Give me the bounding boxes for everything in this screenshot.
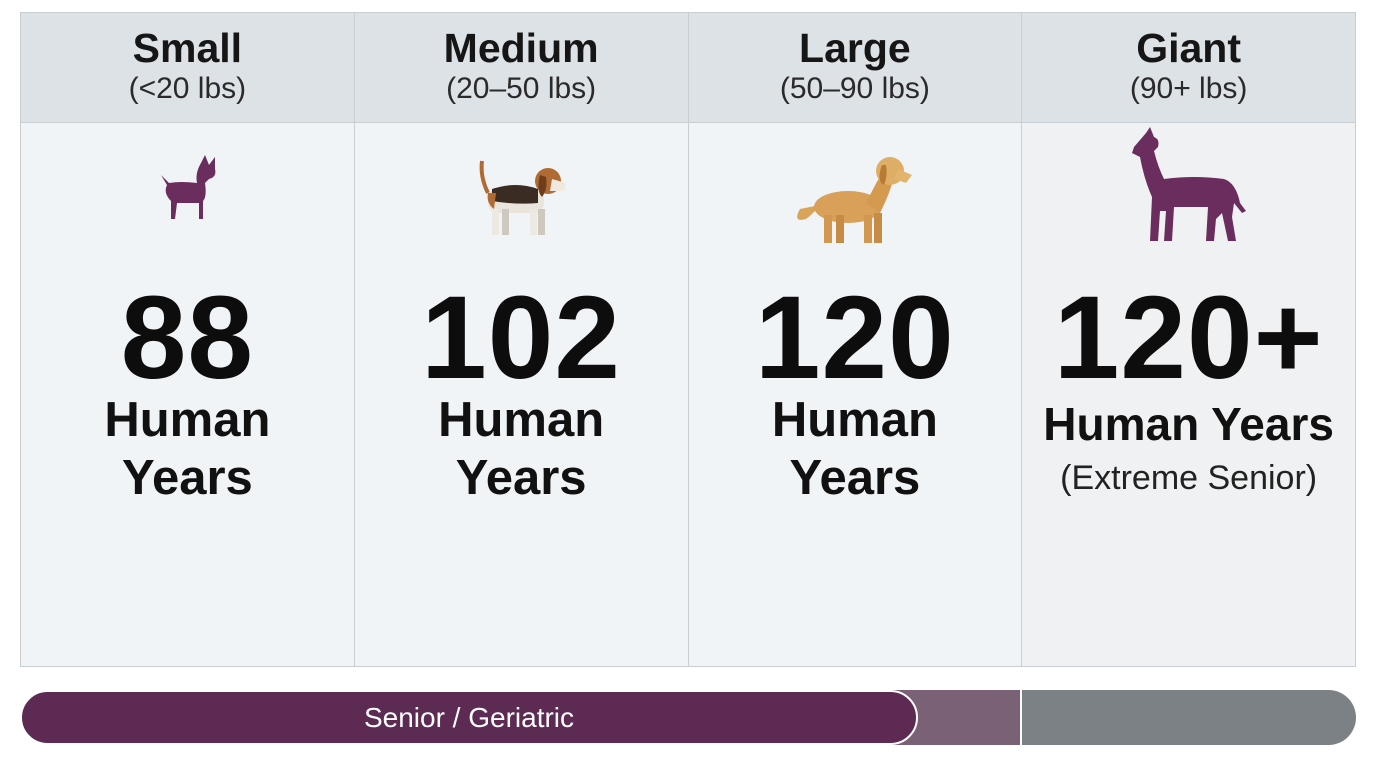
column-title: Medium xyxy=(443,25,599,71)
age-value: 102 xyxy=(421,272,622,404)
column-body: 88 Human Years xyxy=(21,123,354,666)
age-value: 88 xyxy=(120,272,254,404)
age-value: 120 xyxy=(754,272,955,404)
column-body: 120+ Human Years (Extreme Senior) xyxy=(1022,123,1355,666)
dog-icon xyxy=(796,157,912,243)
column-body: 120 Human Years xyxy=(689,123,1022,666)
column-subtitle: (20–50 lbs) xyxy=(446,72,597,105)
column-title: Large xyxy=(799,25,911,71)
bar-label: Senior / Geriatric xyxy=(363,701,575,733)
age-unit: Human Years xyxy=(438,393,605,505)
age-unit: Human Years xyxy=(771,393,938,505)
column: Giant (90+ lbs) 120+ Human Years (Extrem… xyxy=(1022,13,1355,666)
bar-giant xyxy=(1022,690,1356,745)
age-note: (Extreme Senior) xyxy=(1060,459,1318,497)
dog-icon xyxy=(161,155,216,219)
column-header: Large (50–90 lbs) xyxy=(688,13,1022,123)
column-title: Giant xyxy=(1136,25,1242,71)
age-unit: Human Years xyxy=(1043,398,1334,450)
column-title: Small xyxy=(132,25,243,71)
dog-icon xyxy=(1131,127,1246,241)
dog-icon xyxy=(479,160,567,235)
age-unit: Human Years xyxy=(104,393,271,505)
column: Medium (20–50 lbs) 102 Human Years xyxy=(354,13,689,666)
column-header: Giant (90+ lbs) xyxy=(1022,13,1355,123)
column: Large (50–90 lbs) 120 Human Years xyxy=(688,13,1023,666)
column-subtitle: (50–90 lbs) xyxy=(779,72,930,105)
senior-bar: Senior / Geriatric xyxy=(20,690,918,745)
column-subtitle: (90+ lbs) xyxy=(1129,72,1248,105)
column-header: Medium (20–50 lbs) xyxy=(354,13,688,123)
age-value: 120+ xyxy=(1053,272,1324,404)
size-table: Small (<20 lbs) 88 Human Years Medium (2… xyxy=(20,12,1356,667)
column: Small (<20 lbs) 88 Human Years xyxy=(21,13,355,666)
column-header: Small (<20 lbs) xyxy=(21,13,354,123)
column-subtitle: (<20 lbs) xyxy=(128,72,247,105)
column-body: 102 Human Years xyxy=(355,123,688,666)
